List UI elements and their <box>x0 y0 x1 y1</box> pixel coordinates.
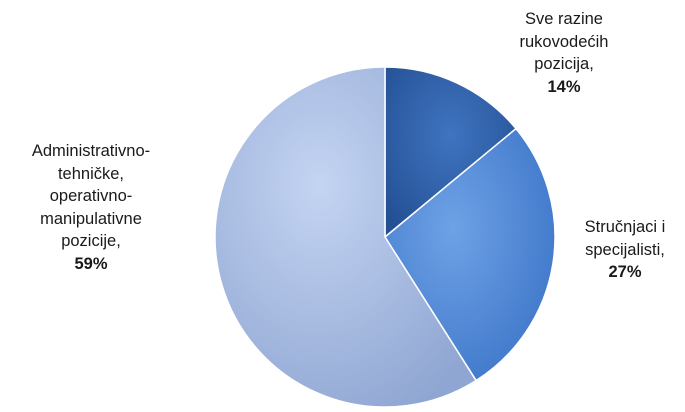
slice-value-label: 27% <box>608 263 642 281</box>
slice-label-line: tehničke, <box>57 164 125 183</box>
slice-label-line: specijalisti, <box>585 240 665 259</box>
slice-label-experts: Stručnjaci i specijalisti, 27% <box>565 216 685 284</box>
slice-label-line: rukovodećih <box>519 32 609 51</box>
slice-label-line: Administrativno- <box>31 142 151 160</box>
pie-slice-experts <box>384 127 556 382</box>
slice-label-line: pozicija, <box>534 55 594 73</box>
slice-value-label: 59% <box>74 254 108 273</box>
pie-slice-administrative <box>214 66 478 408</box>
slice-label-line: Sve razine <box>525 10 603 28</box>
slice-label-line: manipulativne <box>40 209 142 228</box>
slice-label-line: operativno- <box>49 187 133 205</box>
slice-label-line: pozicije, <box>61 232 121 250</box>
pie-slice-management <box>384 66 518 239</box>
slice-label-management: Sve razine rukovodećih pozicija, 14% <box>489 8 639 98</box>
slice-value-label: 14% <box>547 77 581 96</box>
slice-label-line: Stručnjaci i <box>584 218 666 236</box>
slice-label-administrative: Administrativno- tehničke, operativno- m… <box>0 140 182 275</box>
